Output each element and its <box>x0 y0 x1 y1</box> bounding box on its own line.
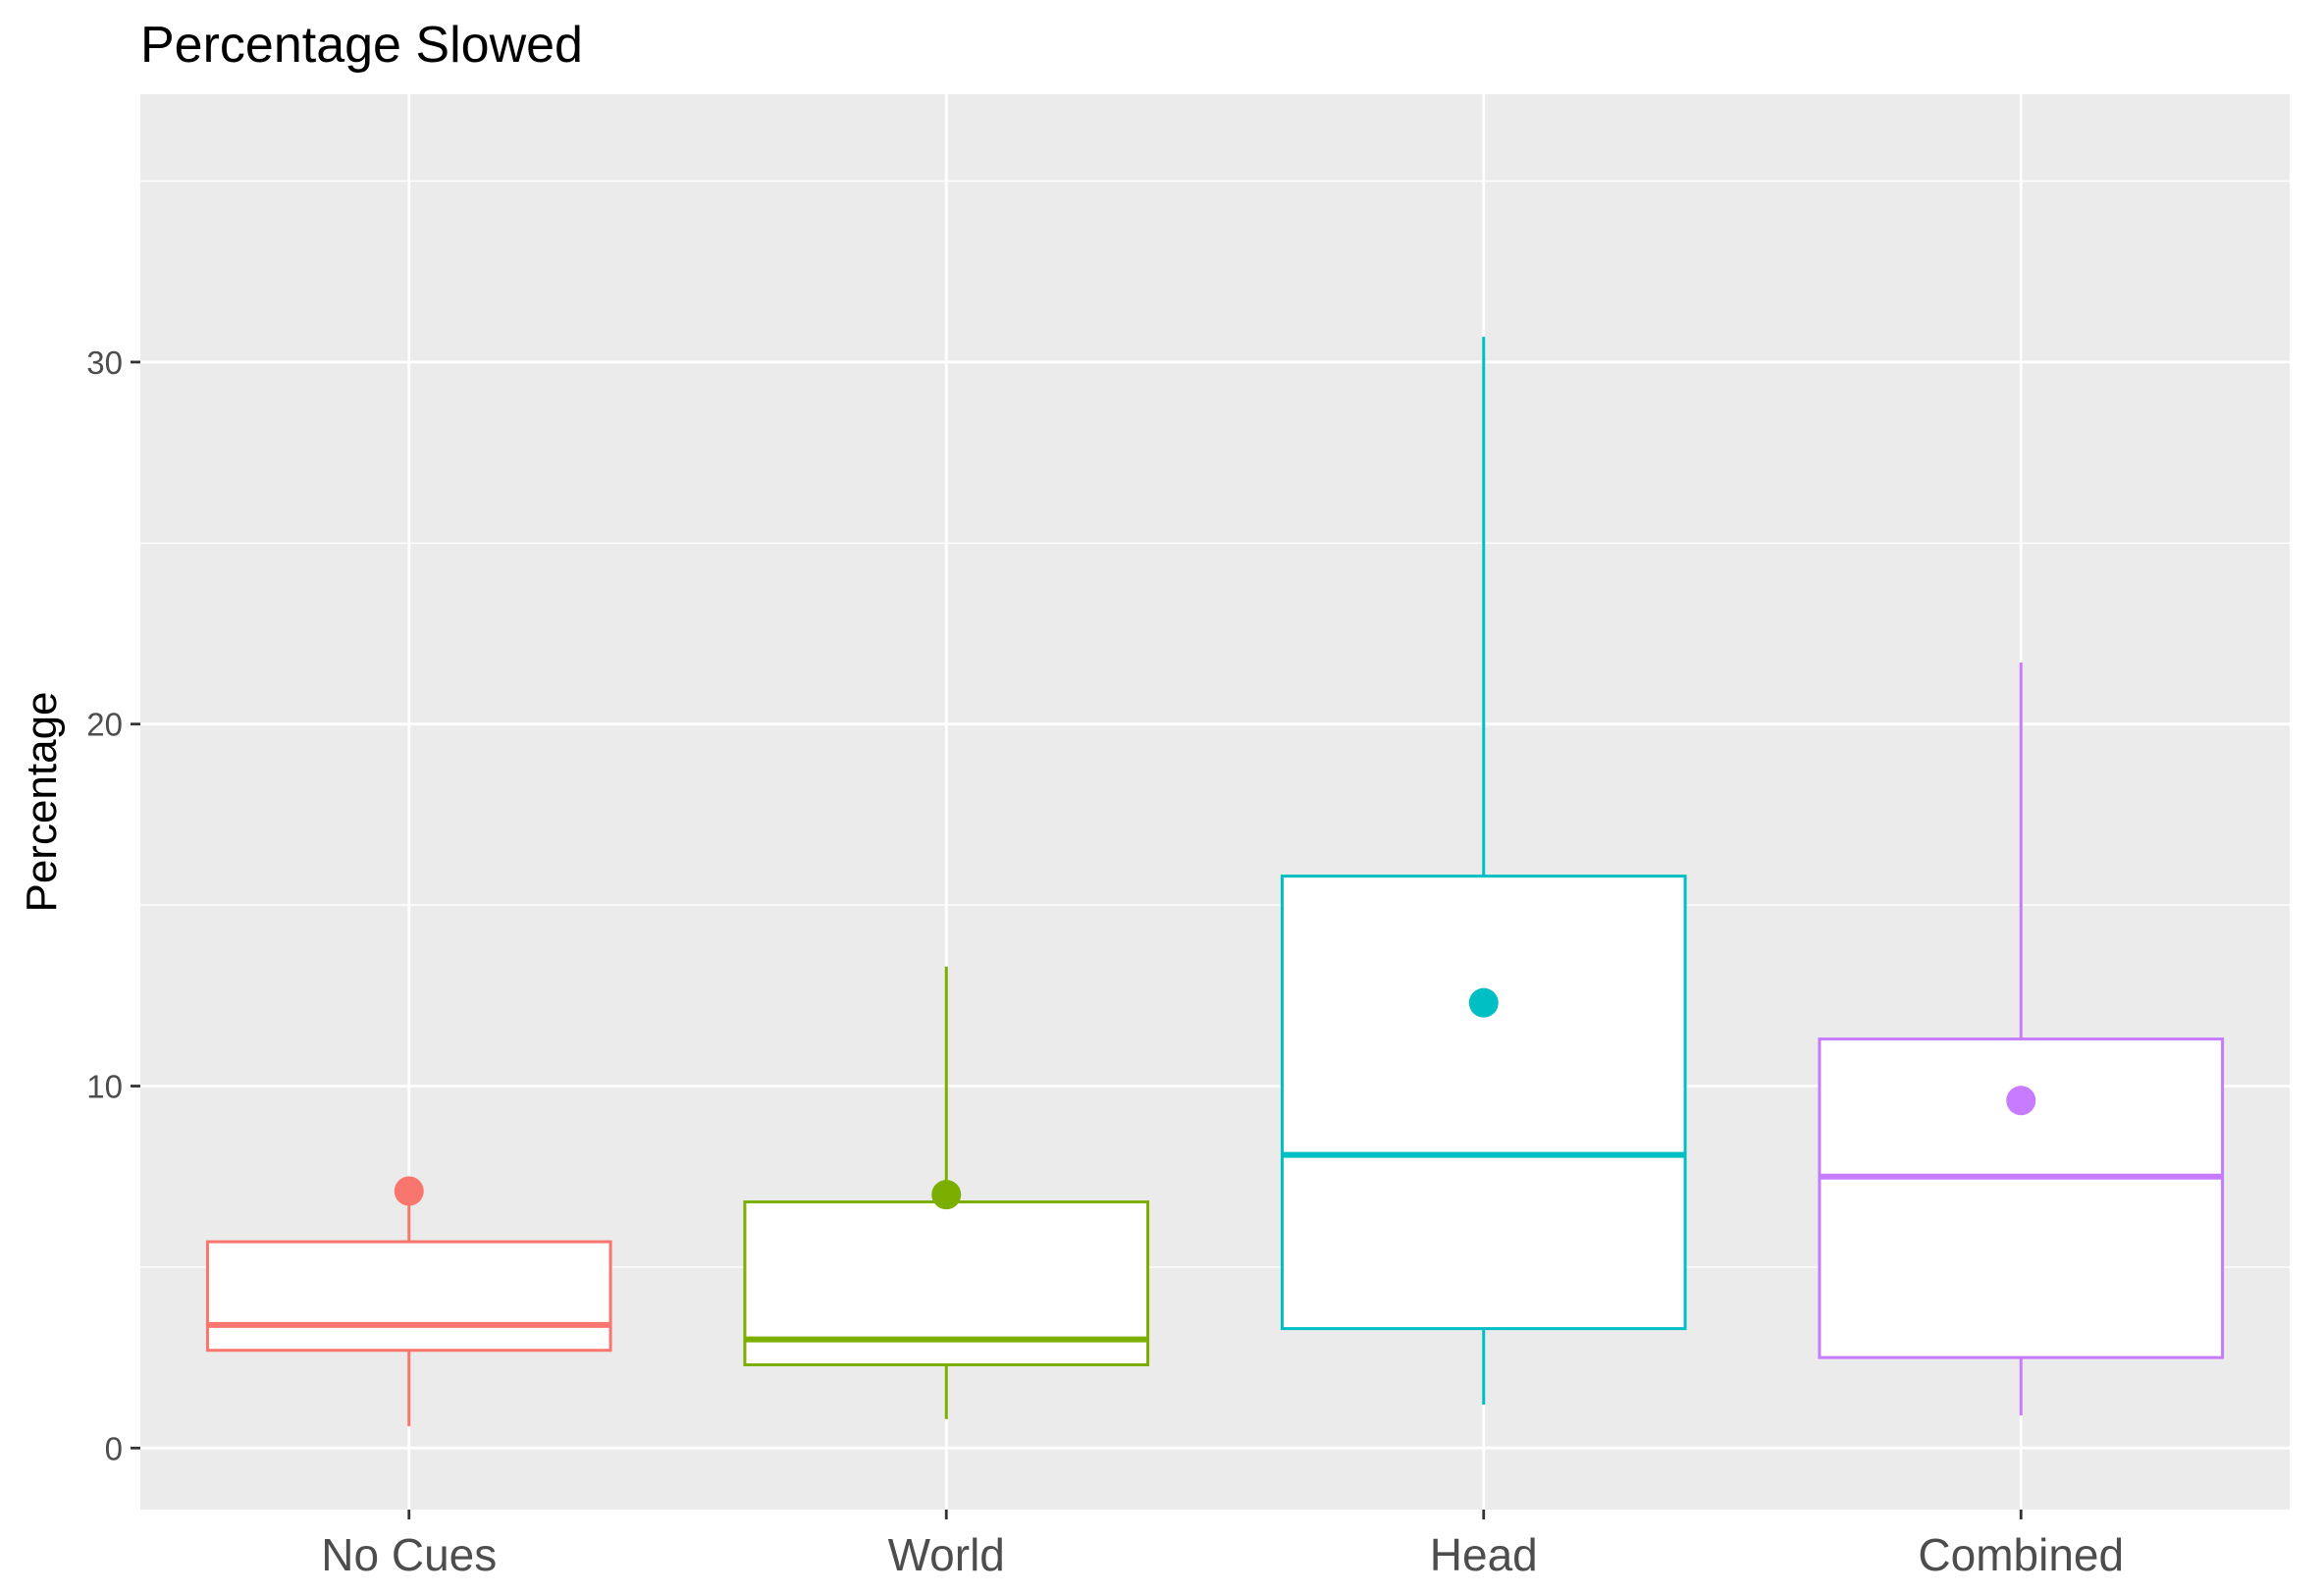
y-tick-label: 0 <box>105 1430 123 1466</box>
box-series <box>205 337 2225 1427</box>
y-axis-label: Percentage <box>18 691 66 912</box>
x-tick-label: World <box>888 1529 1005 1580</box>
mean-point <box>931 1180 962 1210</box>
x-axis: No Cues World Head Combined <box>321 1510 2124 1580</box>
mean-point <box>1468 987 1499 1018</box>
box-combined <box>1818 663 2225 1416</box>
chart-title: Percentage Slowed <box>140 17 583 74</box>
mean-point <box>2006 1086 2036 1116</box>
x-tick-label: Head <box>1430 1529 1538 1580</box>
x-tick-label: Combined <box>1918 1529 2124 1580</box>
y-axis: 0 10 20 30 <box>86 345 140 1466</box>
y-tick-label: 20 <box>86 707 123 743</box>
box-head <box>1280 337 1687 1406</box>
x-tick-label: No Cues <box>321 1529 497 1580</box>
box-no-cues <box>205 1176 612 1427</box>
box-iqr <box>205 1240 612 1353</box>
y-tick-label: 30 <box>86 345 123 381</box>
box-iqr <box>1280 875 1687 1331</box>
box-world <box>743 966 1150 1419</box>
y-tick-label: 10 <box>86 1069 123 1105</box>
mean-point <box>394 1176 424 1206</box>
